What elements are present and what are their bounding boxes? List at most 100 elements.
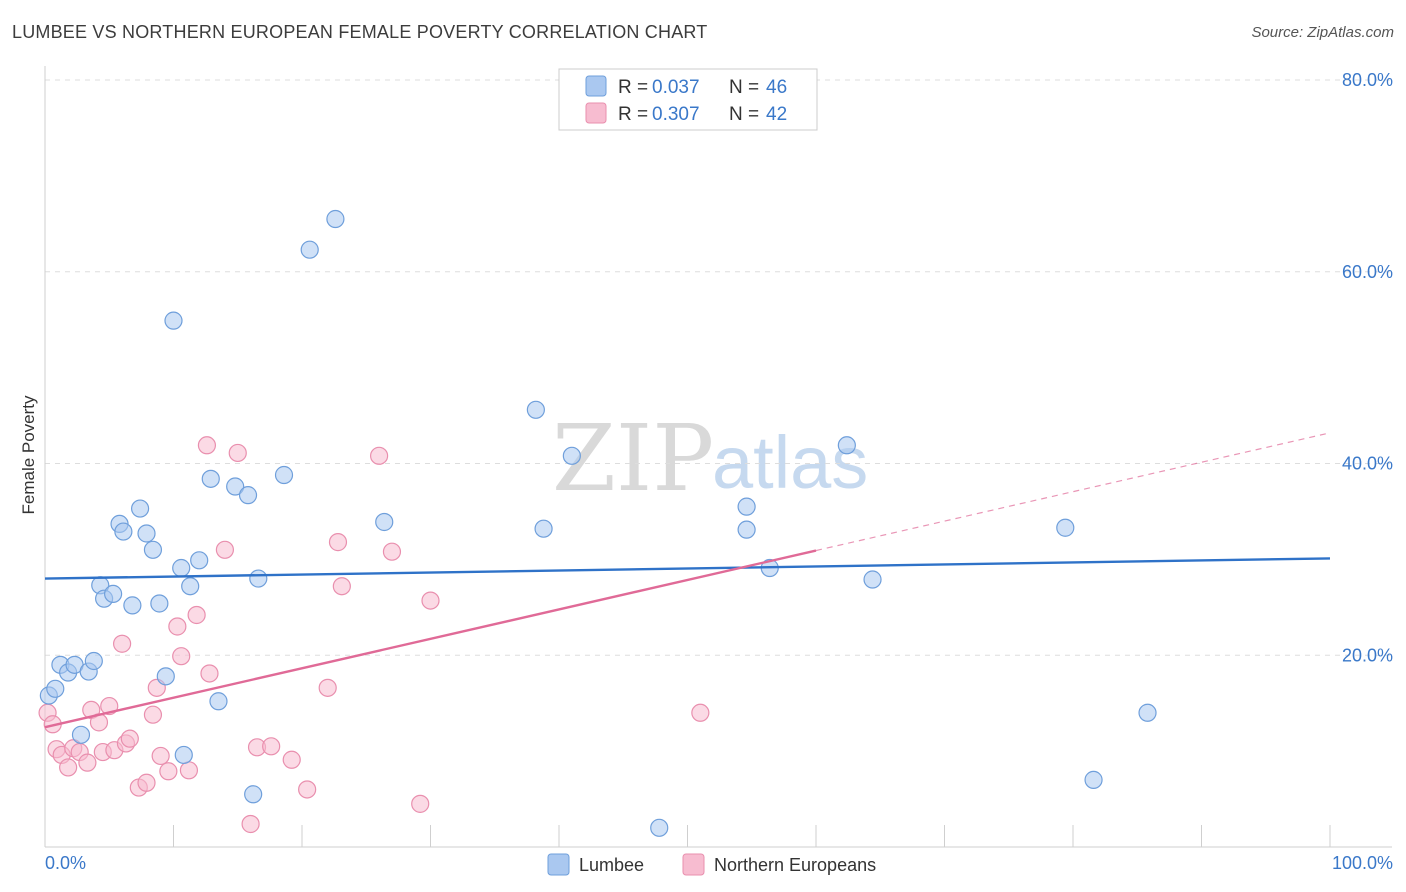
lumbee-point: [534, 519, 553, 538]
lumbee-point: [172, 558, 191, 578]
y-tick-label: 20.0%: [1342, 645, 1393, 665]
lumbee-point: [150, 594, 169, 613]
lumbee-point: [104, 584, 123, 603]
lumbee-point: [1138, 703, 1157, 722]
legend-n-label-northern-europeans: N =: [729, 104, 759, 125]
lumbee-points: [39, 209, 1157, 837]
northern-europeans-point: [120, 729, 139, 748]
northern-europeans-point: [168, 617, 187, 636]
bottom-legend-label-lumbee: Lumbee: [579, 855, 644, 875]
northern-europeans-point: [318, 678, 337, 697]
lumbee-point: [1056, 518, 1075, 537]
northern-europeans-point: [298, 780, 317, 799]
northern-europeans-points: [38, 436, 710, 834]
northern-europeans-point: [159, 762, 178, 781]
lumbee-point: [526, 400, 545, 419]
bottom-legend: Lumbee Northern Europeans: [547, 853, 876, 876]
lumbee-point: [71, 725, 91, 744]
lumbee-trend-line: [44, 557, 1331, 580]
bottom-legend-label-northern-europeans: Northern Europeans: [714, 855, 876, 875]
northern-europeans-trend-extension: [815, 432, 1331, 552]
lumbee-point: [84, 651, 103, 671]
lumbee-point: [190, 551, 209, 570]
northern-europeans-point: [197, 436, 217, 455]
lumbee-point: [249, 569, 268, 588]
northern-europeans-point: [187, 605, 206, 625]
lumbee-point: [123, 596, 142, 615]
northern-europeans-point: [172, 647, 191, 666]
northern-europeans-point: [78, 753, 97, 772]
legend-swatch-lumbee: [585, 75, 607, 97]
northern-europeans-point: [332, 577, 351, 596]
chart-source: Source: ZipAtlas.com: [1251, 24, 1394, 41]
northern-europeans-point: [112, 634, 132, 653]
x-tick-label: 0.0%: [45, 853, 86, 873]
legend-r-value-northern-europeans: 0.307: [652, 104, 700, 125]
northern-europeans-point: [691, 703, 710, 722]
lumbee-point: [1084, 770, 1103, 789]
trend-lines: [44, 432, 1331, 729]
legend-r-label-northern-europeans: R =: [618, 104, 648, 125]
legend-r-value-lumbee: 0.037: [652, 77, 700, 98]
lumbee-point: [130, 499, 150, 518]
lumbee-point: [209, 692, 228, 711]
lumbee-point: [156, 667, 175, 686]
lumbee-point: [375, 512, 394, 532]
northern-europeans-point: [421, 591, 440, 610]
northern-europeans-point: [241, 814, 260, 834]
northern-europeans-point: [215, 540, 234, 559]
northern-europeans-point: [179, 761, 199, 780]
northern-europeans-point: [228, 443, 247, 463]
northern-europeans-point: [382, 542, 402, 561]
legend-n-value-lumbee: 46: [766, 77, 787, 98]
lumbee-point: [201, 469, 220, 488]
legend-n-label-lumbee: N =: [729, 77, 759, 98]
lumbee-point: [300, 240, 319, 259]
x-tick-label: 100.0%: [1332, 853, 1393, 873]
bottom-legend-swatch-northern-europeans: [682, 853, 705, 876]
lumbee-point: [226, 477, 245, 496]
y-tick-label: 40.0%: [1342, 454, 1393, 474]
lumbee-point: [837, 436, 856, 455]
lumbee-point: [650, 818, 669, 837]
northern-europeans-point: [151, 746, 170, 766]
northern-europeans-point: [282, 750, 301, 769]
y-axis-label: Female Poverty: [19, 395, 38, 515]
northern-europeans-point: [262, 737, 281, 756]
legend-n-value-northern-europeans: 42: [766, 104, 787, 125]
tick-labels: 20.0% 40.0% 60.0% 80.0% 0.0% 100.0%: [45, 70, 1393, 873]
lumbee-point: [143, 540, 163, 559]
northern-europeans-trend-line: [44, 549, 817, 729]
watermark: ZIP atlas: [552, 405, 868, 512]
lumbee-point: [238, 486, 258, 505]
lumbee-point: [137, 524, 156, 543]
top-legend: R = 0.037 N = 46 R = 0.307 N = 42: [558, 68, 818, 131]
northern-europeans-point: [143, 705, 163, 724]
northern-europeans-point: [411, 794, 430, 813]
bottom-legend-swatch-lumbee: [547, 853, 570, 876]
northern-europeans-point: [137, 773, 156, 792]
lumbee-point: [737, 497, 756, 516]
lumbee-point: [562, 446, 581, 465]
lumbee-point: [863, 570, 882, 589]
northern-europeans-point: [200, 664, 219, 683]
lumbee-point: [274, 465, 294, 485]
lumbee-point: [164, 311, 183, 330]
legend-r-label-lumbee: R =: [618, 77, 648, 98]
northern-europeans-point: [59, 758, 78, 777]
northern-europeans-point: [370, 446, 389, 465]
chart-title: LUMBEE VS NORTHERN EUROPEAN FEMALE POVER…: [12, 22, 708, 42]
lumbee-point: [181, 577, 200, 596]
northern-europeans-point: [328, 533, 348, 552]
y-tick-label: 60.0%: [1342, 262, 1393, 282]
lumbee-point: [46, 679, 65, 698]
legend-swatch-northern-europeans: [585, 102, 607, 124]
watermark-atlas: atlas: [712, 421, 868, 504]
lumbee-point: [326, 209, 345, 229]
lumbee-point: [244, 785, 263, 804]
y-tick-label: 80.0%: [1342, 70, 1393, 90]
lumbee-point: [174, 745, 193, 765]
lumbee-point: [114, 522, 133, 541]
lumbee-point: [737, 520, 756, 539]
